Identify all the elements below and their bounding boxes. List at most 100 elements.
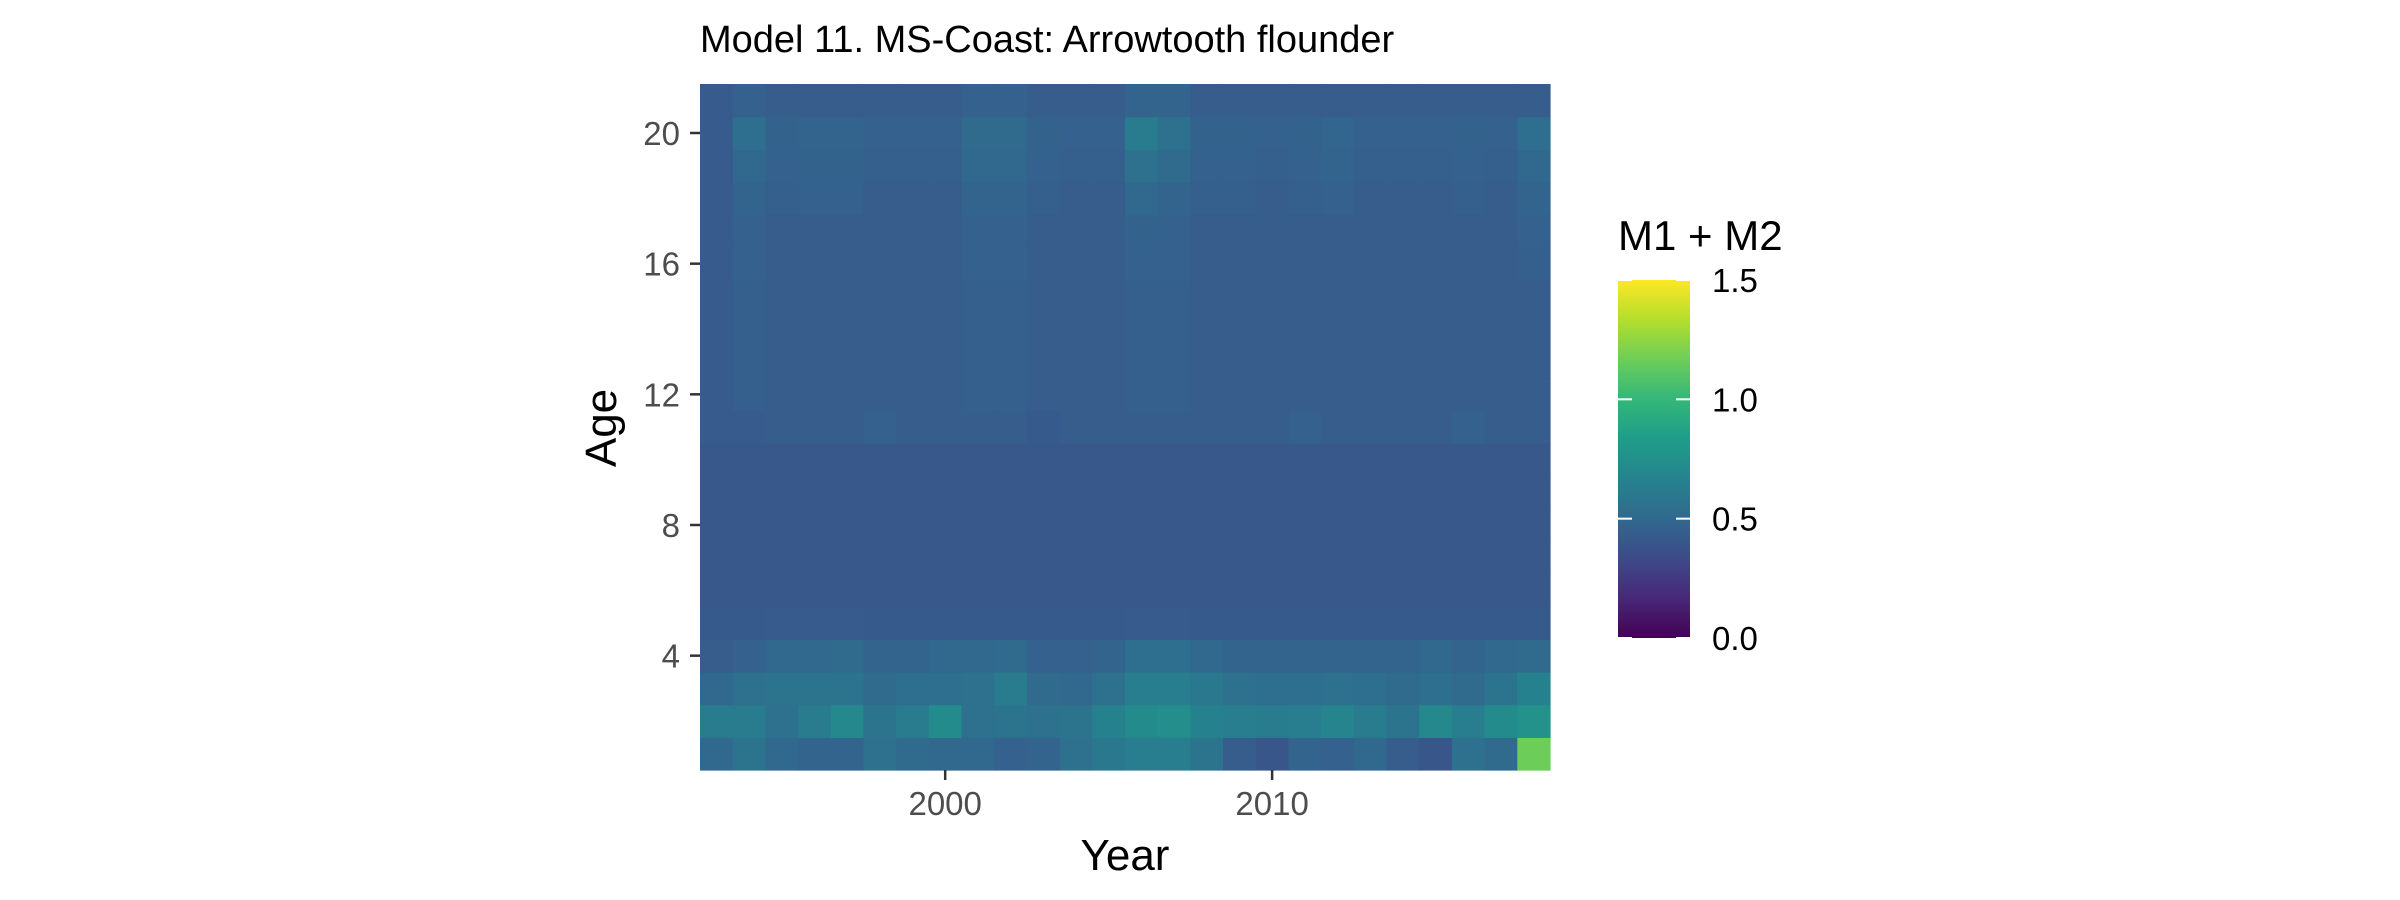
heatmap-cell: [1321, 704, 1355, 738]
heatmap-cell: [1386, 737, 1420, 771]
heatmap-cell: [798, 410, 832, 444]
heatmap-cell: [765, 606, 799, 640]
colorbar: [1618, 280, 1690, 638]
heatmap-cell: [1059, 737, 1093, 771]
heatmap-cell: [798, 541, 832, 575]
y-tick-label: 4: [662, 638, 680, 675]
heatmap-cell: [1517, 280, 1551, 314]
heatmap-cell: [1092, 247, 1126, 281]
heatmap-cell: [863, 116, 897, 150]
heatmap-cell: [700, 541, 734, 575]
heatmap-cell: [1125, 378, 1159, 412]
heatmap-cell: [1353, 508, 1388, 542]
heatmap-cell: [928, 541, 963, 575]
heatmap-cell: [928, 116, 963, 150]
heatmap-cell: [1353, 704, 1388, 738]
heatmap-cell: [1288, 280, 1322, 314]
heatmap-cell: [798, 737, 832, 771]
heatmap-cell: [863, 737, 897, 771]
heatmap-cell: [1353, 737, 1388, 771]
heatmap-cell: [1386, 704, 1420, 738]
heatmap-cell: [700, 116, 734, 150]
heatmap-cell: [994, 345, 1028, 379]
heatmap-cell: [961, 312, 995, 346]
heatmap-cell: [1223, 606, 1257, 640]
heatmap-cells: [700, 84, 1551, 771]
heatmap-cell: [1288, 704, 1322, 738]
heatmap-cell: [1059, 378, 1093, 412]
heatmap-cell: [830, 541, 865, 575]
heatmap-cell: [1255, 182, 1290, 216]
heatmap-cell: [1386, 280, 1420, 314]
heatmap-cell: [863, 149, 897, 183]
heatmap-cell: [961, 639, 995, 673]
heatmap-cell: [1223, 84, 1257, 118]
heatmap-cell: [700, 182, 734, 216]
heatmap-cell: [732, 606, 766, 640]
heatmap-cell: [961, 84, 995, 118]
heatmap-cell: [994, 541, 1028, 575]
heatmap-cell: [830, 312, 865, 346]
heatmap-cell: [1125, 149, 1159, 183]
heatmap-cell: [1157, 280, 1191, 314]
heatmap-cell: [1321, 116, 1355, 150]
heatmap-cell: [928, 345, 963, 379]
heatmap-cell: [1484, 476, 1518, 510]
heatmap-cell: [1223, 378, 1257, 412]
heatmap-cell: [1190, 116, 1224, 150]
x-tick-label: 2000: [908, 785, 981, 822]
heatmap-cell: [863, 443, 897, 477]
heatmap-cell: [1386, 312, 1420, 346]
heatmap-cell: [1026, 639, 1061, 673]
heatmap-cell: [1321, 672, 1355, 706]
heatmap-cell: [1255, 247, 1290, 281]
heatmap-cell: [1255, 443, 1290, 477]
heatmap-cell: [1255, 672, 1290, 706]
heatmap-cell: [1386, 541, 1420, 575]
heatmap-cell: [1419, 639, 1453, 673]
heatmap-cell: [1092, 704, 1126, 738]
heatmap-cell: [1190, 410, 1224, 444]
heatmap-cell: [732, 182, 766, 216]
heatmap-cell: [1255, 378, 1290, 412]
heatmap-cell: [1092, 574, 1126, 608]
heatmap-cell: [765, 345, 799, 379]
heatmap-cell: [1484, 606, 1518, 640]
heatmap-cell: [1451, 345, 1486, 379]
heatmap-cell: [994, 280, 1028, 314]
heatmap-cell: [896, 574, 930, 608]
heatmap-cell: [1223, 280, 1257, 314]
heatmap-cell: [765, 443, 799, 477]
heatmap-cell: [1484, 639, 1518, 673]
heatmap-cell: [994, 574, 1028, 608]
heatmap-cell: [1157, 214, 1191, 248]
heatmap-cell: [798, 704, 832, 738]
heatmap-cell: [1026, 214, 1061, 248]
heatmap-cell: [928, 639, 963, 673]
heatmap-cell: [1419, 672, 1453, 706]
heatmap-cell: [1353, 606, 1388, 640]
heatmap-cell: [1386, 672, 1420, 706]
heatmap-cell: [765, 541, 799, 575]
heatmap-cell: [994, 704, 1028, 738]
heatmap-cell: [1386, 443, 1420, 477]
heatmap-cell: [1288, 606, 1322, 640]
heatmap-cell: [1157, 574, 1191, 608]
heatmap-cell: [700, 214, 734, 248]
heatmap-cell: [1125, 672, 1159, 706]
heatmap-cell: [863, 378, 897, 412]
heatmap-cell: [765, 737, 799, 771]
y-tick-label: 8: [662, 507, 680, 544]
heatmap-cell: [1517, 639, 1551, 673]
heatmap-cell: [1288, 476, 1322, 510]
heatmap-cell: [1059, 116, 1093, 150]
heatmap-cell: [1026, 476, 1061, 510]
heatmap-cell: [732, 345, 766, 379]
heatmap-cell: [830, 345, 865, 379]
heatmap-cell: [765, 704, 799, 738]
heatmap-cell: [928, 280, 963, 314]
heatmap-cell: [896, 378, 930, 412]
heatmap-cell: [896, 345, 930, 379]
heatmap-cell: [1419, 182, 1453, 216]
heatmap-cell: [961, 280, 995, 314]
